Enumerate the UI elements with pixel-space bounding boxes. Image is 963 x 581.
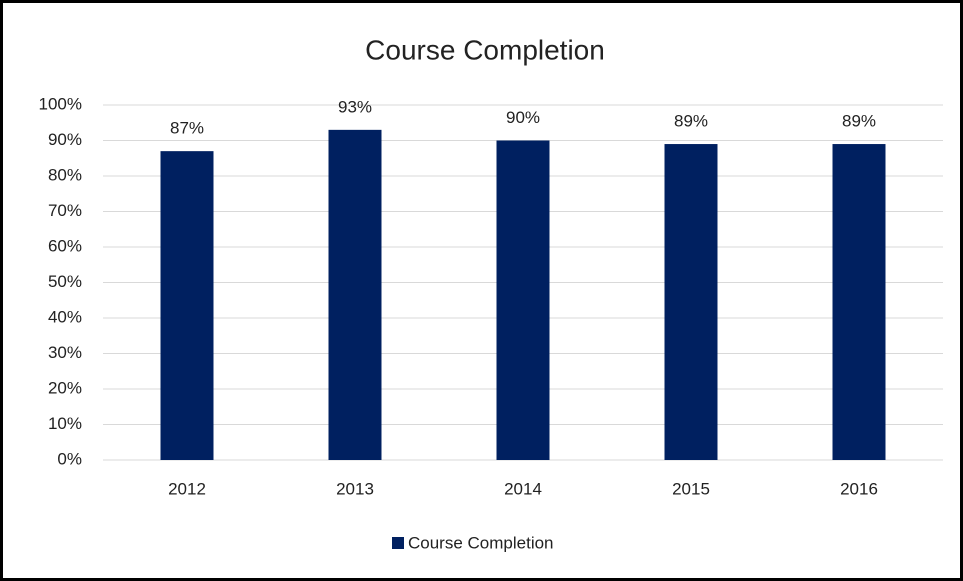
y-tick-label: 80% [48,165,82,184]
x-tick-label: 2012 [168,479,206,498]
y-tick-label: 10% [48,414,82,433]
x-tick-label: 2015 [672,479,710,498]
y-tick-label: 70% [48,201,82,220]
chart-title: Course Completion [365,34,605,65]
legend-swatch [392,537,404,549]
y-tick-label: 0% [57,449,82,468]
data-label: 93% [338,97,372,116]
bar [664,144,718,461]
y-tick-label: 60% [48,236,82,255]
bar [160,151,214,460]
y-tick-label: 100% [39,94,82,113]
y-tick-label: 50% [48,272,82,291]
bar [496,140,550,460]
x-tick-label: 2014 [504,479,542,498]
data-label: 87% [170,119,204,138]
data-label: 89% [842,112,876,131]
y-tick-label: 40% [48,307,82,326]
bar [328,129,382,460]
x-tick-label: 2016 [840,479,878,498]
y-tick-label: 90% [48,130,82,149]
bar [832,144,886,461]
data-label: 90% [506,108,540,127]
data-label: 89% [674,112,708,131]
y-tick-label: 30% [48,343,82,362]
y-tick-label: 20% [48,378,82,397]
legend-label: Course Completion [408,533,554,552]
x-tick-label: 2013 [336,479,374,498]
